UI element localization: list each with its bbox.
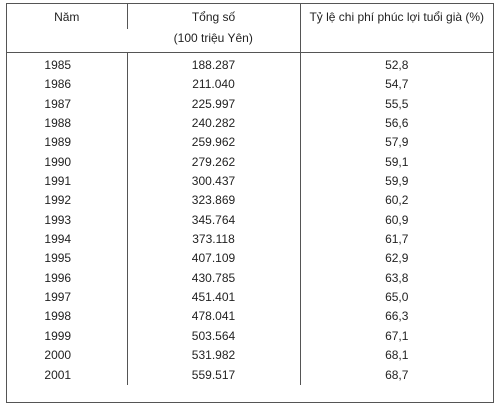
year-cell: 1996 [44, 270, 72, 285]
year-cell: 1991 [44, 174, 72, 189]
ratio-cell: 62,9 [299, 249, 493, 269]
total-cell: 451.401 [126, 288, 300, 308]
ratio-cell: 55,5 [299, 94, 493, 115]
total-cell: 259.962 [126, 133, 300, 153]
year-cell: 1990 [44, 154, 72, 169]
total-cell: 225.997 [126, 94, 300, 115]
ratio-cell: 59,1 [299, 152, 493, 173]
table-row: 1989 259.962 57,9 [7, 133, 493, 153]
table-header: Năm Tổng số Tỷ lệ chi phí phúc lợi tuổi … [7, 4, 493, 53]
ratio-cell: 56,6 [299, 114, 493, 134]
ratio-cell: 67,1 [299, 326, 493, 347]
total-cell: 345.764 [126, 210, 300, 231]
data-table-frame: Năm Tổng số Tỷ lệ chi phí phúc lợi tuổi … [6, 3, 494, 403]
total-cell: 300.437 [126, 172, 300, 192]
year-cell: 1997 [44, 290, 72, 305]
total-cell: 407.109 [126, 249, 300, 269]
total-cell: 188.287 [126, 52, 300, 76]
table-row: 1995 407.109 62,9 [7, 249, 493, 269]
ratio-cell: 60,9 [299, 210, 493, 231]
year-cell: 1995 [44, 251, 72, 266]
ratio-cell: 54,7 [299, 75, 493, 95]
ratio-cell: 63,8 [299, 268, 493, 289]
ratio-cell: 59,9 [299, 172, 493, 192]
year-cell: 1987 [44, 96, 72, 111]
total-cell: 279.262 [126, 152, 300, 173]
header-total: Tổng số [126, 4, 300, 29]
total-cell: 211.040 [126, 75, 300, 95]
table-row: 1996 430.785 63,8 [7, 268, 493, 289]
total-cell: 559.517 [126, 365, 300, 385]
ratio-cell: 68,7 [299, 365, 493, 385]
table-row: 1998 478.041 66,3 [7, 307, 493, 327]
year-cell: 1986 [44, 77, 72, 92]
table-row: 1997 451.401 65,0 [7, 288, 493, 308]
total-cell: 478.041 [126, 307, 300, 327]
total-cell: 430.785 [126, 268, 300, 289]
year-cell: 1993 [44, 212, 72, 227]
table-body: 1985 188.287 52,8 1986 211.040 54,7 1987 225.99… [7, 52, 493, 385]
table-row: 1991 300.437 59,9 [7, 172, 493, 192]
ratio-cell: 65,0 [299, 288, 493, 308]
total-cell: 323.869 [126, 191, 300, 211]
header-year: Năm [54, 10, 80, 24]
ratio-cell: 68,1 [299, 346, 493, 366]
table-row: 2000 531.982 68,1 [7, 346, 493, 366]
table-row: 1987 225.997 55,5 [7, 94, 493, 115]
ratio-cell: 61,7 [299, 230, 493, 250]
year-cell: 1989 [44, 135, 72, 150]
ratio-cell: 60,2 [299, 191, 493, 211]
table-row: 2001 559.517 68,7 [7, 365, 493, 385]
table-row: 1990 279.262 59,1 [7, 152, 493, 173]
year-cell: 1988 [44, 116, 72, 131]
total-cell: 373.118 [126, 230, 300, 250]
table-row: 1992 323.869 60,2 [7, 191, 493, 211]
table-row: 1986 211.040 54,7 [7, 75, 493, 95]
year-cell: 2001 [44, 367, 72, 382]
total-cell: 240.282 [126, 114, 300, 134]
ratio-cell: 57,9 [299, 133, 493, 153]
ratio-cell: 66,3 [299, 307, 493, 327]
year-cell: 1999 [44, 328, 72, 343]
year-cell: 1998 [44, 309, 72, 324]
table-row: 1985 188.287 52,8 [7, 52, 493, 76]
header-ratio: Tỷ lệ chi phí phúc lợi tuổi già (%) [299, 4, 493, 53]
table-row: 1999 503.564 67,1 [7, 326, 493, 347]
year-cell: 1985 [7, 52, 127, 76]
table-row: 1988 240.282 56,6 [7, 114, 493, 134]
ratio-cell: 52,8 [299, 52, 493, 76]
table-row: 1993 345.764 60,9 [7, 210, 493, 231]
total-cell: 503.564 [126, 326, 300, 347]
year-cell: 1992 [44, 193, 72, 208]
total-cell: 531.982 [126, 346, 300, 366]
header-total-unit: (100 triệu Yên) [173, 30, 253, 45]
year-cell: 1994 [44, 232, 72, 247]
data-table: Năm Tổng số Tỷ lệ chi phí phúc lợi tuổi … [7, 4, 493, 385]
year-cell: 2000 [44, 348, 72, 363]
table-row: 1994 373.118 61,7 [7, 230, 493, 250]
